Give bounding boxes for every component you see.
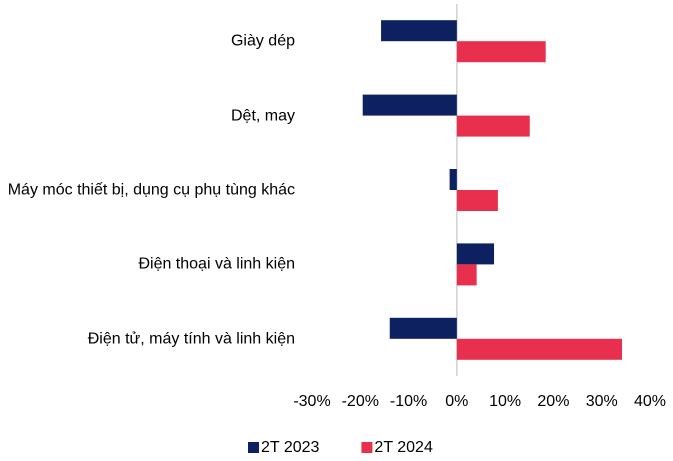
category-text: Máy móc thiết bị, dụng cụ phụ tùng khác xyxy=(7,181,295,199)
x-tick-label: 0% xyxy=(445,393,468,410)
bar xyxy=(456,243,495,265)
bar xyxy=(449,169,457,190)
x-tick-label: 10% xyxy=(489,393,521,410)
legend-label: 2T 2024 xyxy=(374,439,433,456)
category-label: Điện thoại và linh kiện xyxy=(0,254,295,275)
category-text: Điện thoại và linh kiện xyxy=(138,255,295,273)
legend-swatch xyxy=(248,442,259,453)
x-tick-label: 30% xyxy=(586,393,618,410)
legend-swatch xyxy=(361,442,373,453)
bar xyxy=(456,338,622,360)
x-tick-label: -20% xyxy=(342,393,379,410)
category-label: Dệt, may xyxy=(0,105,295,126)
category-label: Điện tử, máy tính và linh kiện xyxy=(0,328,295,349)
category-text: Điện tử, máy tính và linh kiện xyxy=(87,330,295,348)
x-tick-label: 40% xyxy=(634,393,666,410)
x-tick-label: 20% xyxy=(537,393,569,410)
bar xyxy=(456,41,546,63)
category-text: Dệt, may xyxy=(230,107,295,125)
bar xyxy=(456,115,530,137)
category-label: Giày dép xyxy=(0,31,295,52)
bar xyxy=(362,94,457,116)
bar xyxy=(456,190,498,211)
x-tick-label: -30% xyxy=(293,393,330,410)
x-tick-label: -10% xyxy=(390,393,427,410)
category-text: Giày dép xyxy=(230,32,295,50)
category-label: Máy móc thiết bị, dụng cụ phụ tùng khác xyxy=(0,180,295,201)
legend-label: 2T 2023 xyxy=(261,439,320,456)
bar xyxy=(381,20,457,42)
bar xyxy=(456,264,477,286)
bar xyxy=(389,317,457,339)
